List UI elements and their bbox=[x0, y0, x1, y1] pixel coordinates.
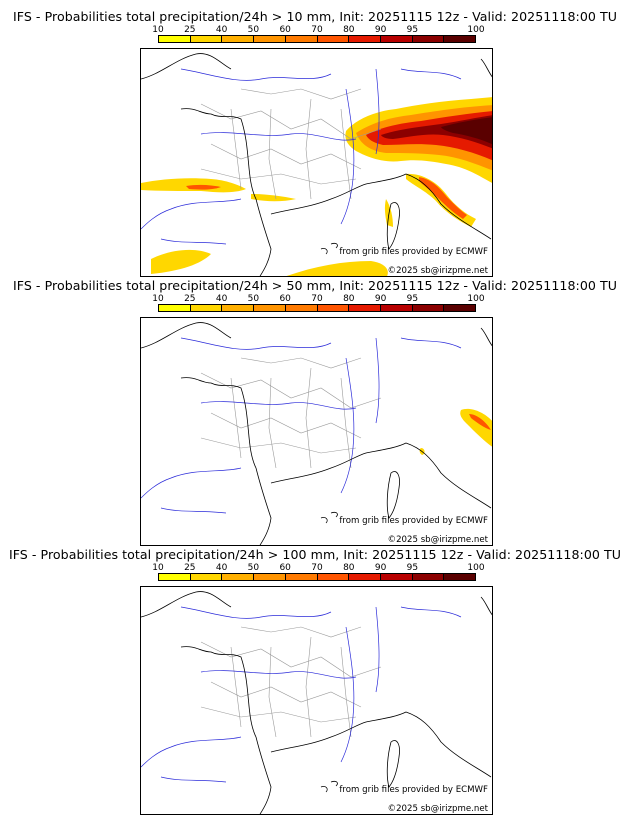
rivers bbox=[141, 68, 462, 245]
scale-swatch bbox=[254, 574, 286, 580]
scale-tick-label: 50 bbox=[247, 294, 260, 304]
admin-borders bbox=[200, 88, 382, 200]
scale-tick-label: 90 bbox=[374, 25, 387, 35]
scale-swatch bbox=[380, 574, 413, 580]
probability-map: from grib files provided by ECMWF ©2025 … bbox=[140, 48, 493, 277]
map-svg bbox=[141, 591, 492, 814]
scale-tick-label: 40 bbox=[215, 563, 228, 573]
scale-swatch bbox=[349, 574, 381, 580]
probability-map: from grib files provided by ECMWF ©2025 … bbox=[140, 317, 493, 546]
panel-50mm: IFS - Probabilities total precipitation/… bbox=[0, 269, 630, 546]
scale-tick-label: 50 bbox=[247, 25, 260, 35]
scale-swatch bbox=[222, 574, 255, 580]
scale-swatch bbox=[317, 305, 350, 311]
scale-swatch bbox=[317, 574, 350, 580]
scale-tick-label: 40 bbox=[215, 294, 228, 304]
source-credit: from grib files provided by ECMWF bbox=[339, 516, 488, 526]
scale-swatch bbox=[190, 574, 223, 580]
precipitation-overlay bbox=[141, 97, 492, 276]
scale-swatch bbox=[285, 305, 318, 311]
scale-tick-label: 100 bbox=[467, 294, 485, 304]
scale-tick-label: 50 bbox=[247, 563, 260, 573]
scale-tick-label: 80 bbox=[343, 294, 355, 304]
scale-swatch bbox=[412, 36, 445, 42]
scale-swatch bbox=[317, 36, 350, 42]
panel-10mm: IFS - Probabilities total precipitation/… bbox=[0, 0, 630, 277]
scale-swatch bbox=[159, 574, 191, 580]
color-scale-labels: 10 25 40 50 60 70 80 90 95 100 bbox=[152, 294, 484, 307]
scale-tick-label: 60 bbox=[279, 563, 291, 573]
copyright-credit: ©2025 sb@irizpme.net bbox=[387, 804, 489, 814]
scale-tick-label: 60 bbox=[279, 25, 291, 35]
copyright-credit: ©2025 sb@irizpme.net bbox=[387, 266, 489, 276]
scale-tick-label: 95 bbox=[406, 25, 419, 35]
precipitation-overlay bbox=[419, 408, 492, 455]
source-credit: from grib files provided by ECMWF bbox=[339, 247, 488, 257]
scale-swatch bbox=[444, 574, 476, 580]
scale-swatch bbox=[380, 36, 413, 42]
scale-swatch bbox=[190, 305, 223, 311]
scale-tick-label: 10 bbox=[152, 25, 164, 35]
scale-tick-label: 80 bbox=[343, 563, 355, 573]
scale-swatch bbox=[159, 305, 191, 311]
panel-100mm: IFS - Probabilities total precipitation/… bbox=[0, 538, 630, 815]
color-scale-labels: 10 25 40 50 60 70 80 90 95 100 bbox=[152, 563, 484, 576]
scale-tick-label: 25 bbox=[184, 25, 196, 35]
copyright-credit: ©2025 sb@irizpme.net bbox=[387, 535, 489, 545]
scale-tick-label: 90 bbox=[374, 294, 387, 304]
scale-swatch bbox=[159, 36, 191, 42]
scale-swatch bbox=[222, 305, 255, 311]
map-svg bbox=[141, 53, 492, 276]
scale-tick-label: 10 bbox=[152, 294, 164, 304]
scale-tick-label: 80 bbox=[343, 25, 355, 35]
scale-swatch bbox=[349, 36, 381, 42]
scale-swatch bbox=[285, 36, 318, 42]
scale-tick-label: 70 bbox=[311, 294, 323, 304]
map-svg bbox=[141, 322, 492, 545]
scale-tick-label: 70 bbox=[311, 563, 323, 573]
scale-swatch bbox=[222, 36, 255, 42]
color-scale-bar bbox=[158, 573, 476, 581]
coastlines bbox=[141, 53, 492, 276]
panel-title: IFS - Probabilities total precipitation/… bbox=[8, 547, 622, 562]
scale-swatch bbox=[285, 574, 318, 580]
probability-map: from grib files provided by ECMWF ©2025 … bbox=[140, 586, 493, 815]
panel-title: IFS - Probabilities total precipitation/… bbox=[12, 278, 618, 293]
scale-swatch bbox=[444, 36, 476, 42]
scale-swatch bbox=[412, 305, 445, 311]
scale-tick-label: 95 bbox=[406, 294, 419, 304]
scale-swatch bbox=[444, 305, 476, 311]
scale-tick-label: 25 bbox=[184, 294, 196, 304]
scale-tick-label: 40 bbox=[215, 25, 228, 35]
scale-tick-label: 90 bbox=[374, 563, 387, 573]
scale-tick-label: 10 bbox=[152, 563, 164, 573]
scale-swatch bbox=[254, 305, 286, 311]
scale-tick-label: 25 bbox=[184, 563, 196, 573]
color-scale-bar bbox=[158, 304, 476, 312]
panel-title: IFS - Probabilities total precipitation/… bbox=[12, 9, 618, 24]
scale-tick-label: 100 bbox=[467, 563, 485, 573]
source-credit: from grib files provided by ECMWF bbox=[339, 785, 488, 795]
scale-swatch bbox=[380, 305, 413, 311]
scale-swatch bbox=[412, 574, 445, 580]
color-scale-bar bbox=[158, 35, 476, 43]
scale-swatch bbox=[254, 36, 286, 42]
scale-tick-label: 100 bbox=[467, 25, 485, 35]
scale-tick-label: 60 bbox=[279, 294, 291, 304]
scale-tick-label: 95 bbox=[406, 563, 419, 573]
scale-swatch bbox=[190, 36, 223, 42]
color-scale-labels: 10 25 40 50 60 70 80 90 95 100 bbox=[152, 25, 484, 38]
scale-swatch bbox=[349, 305, 381, 311]
scale-tick-label: 70 bbox=[311, 25, 323, 35]
